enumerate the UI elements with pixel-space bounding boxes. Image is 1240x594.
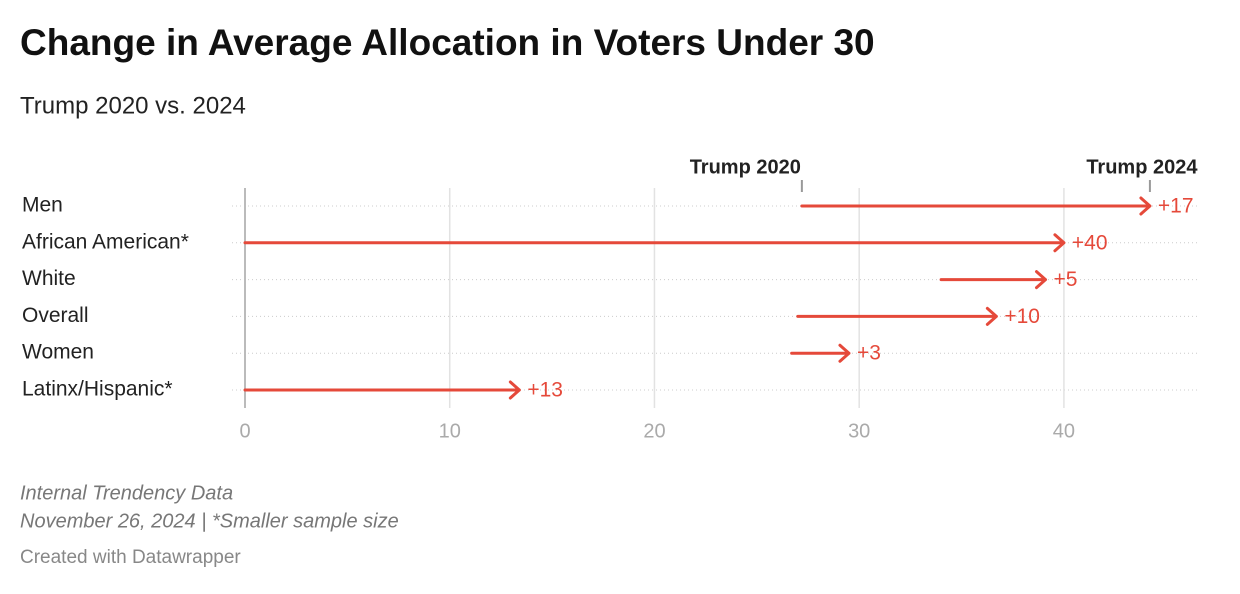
x-tick-label: 0 (239, 420, 250, 442)
y-tick-label: African American* (22, 230, 189, 253)
chart-subtitle: Trump 2020 vs. 2024 (20, 92, 246, 119)
arrow (800, 196, 1152, 216)
x-tick-label: 40 (1053, 420, 1075, 442)
arrow (243, 380, 521, 400)
change-label: +10 (1004, 305, 1040, 328)
change-label: +3 (857, 342, 881, 365)
y-tick-label: White (22, 267, 76, 290)
y-tick-label: Overall (22, 304, 89, 327)
arrow (790, 343, 851, 363)
y-tick-label: Men (22, 194, 63, 217)
x-tick-label: 30 (848, 420, 870, 442)
source-note: Internal Trendency Data (20, 482, 233, 504)
arrow (796, 306, 998, 326)
change-label: +13 (527, 379, 563, 402)
credit: Created with Datawrapper (20, 547, 241, 568)
x-tick-label: 10 (439, 420, 461, 442)
chart-title: Change in Average Allocation in Voters U… (20, 22, 875, 63)
change-label: +17 (1158, 195, 1194, 218)
legend-label: Trump 2020 (690, 156, 801, 178)
change-label: +40 (1072, 231, 1108, 254)
y-tick-label: Latinx/Hispanic* (22, 378, 173, 401)
x-tick-label: 20 (643, 420, 665, 442)
y-tick-label: Women (22, 341, 94, 364)
change-label: +5 (1053, 268, 1077, 291)
arrow (243, 233, 1066, 253)
source-note: November 26, 2024 | *Smaller sample size (20, 510, 399, 532)
arrow (939, 270, 1047, 290)
legend-label: Trump 2024 (1086, 156, 1198, 178)
